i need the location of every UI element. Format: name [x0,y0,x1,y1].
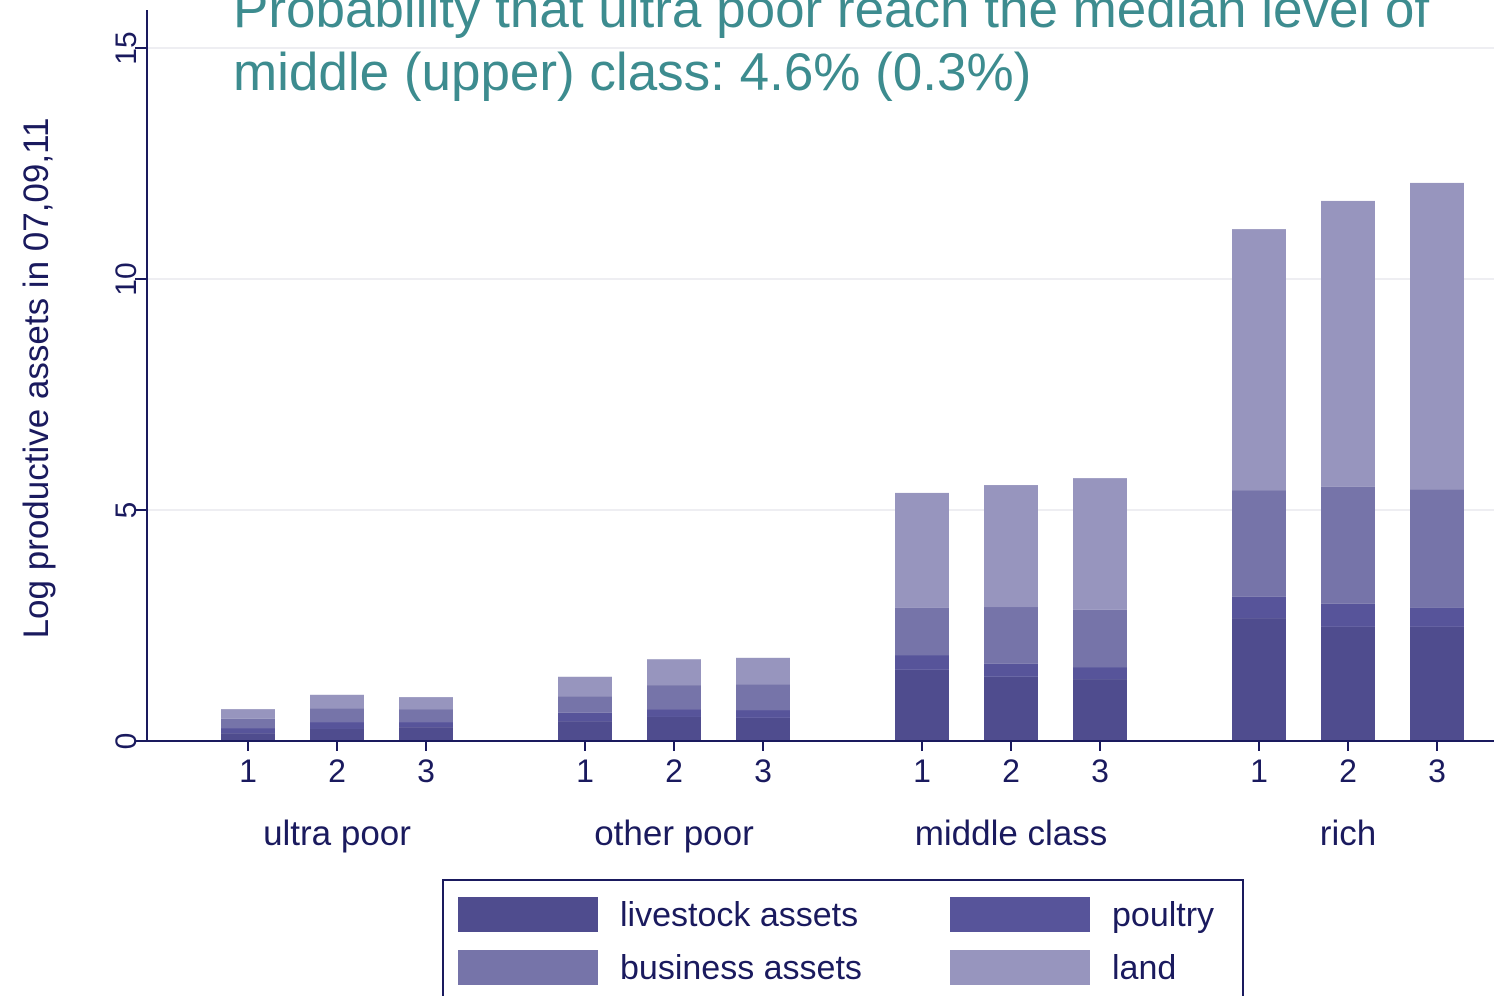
legend-swatch [950,950,1090,985]
chart-title: Probability that ultra poor reach the me… [233,0,1430,102]
bar-segment [1232,490,1286,597]
x-tick-label: 2 [328,753,346,789]
bar-segment [1073,478,1127,610]
legend-swatch [950,897,1090,932]
bar-segment [984,676,1038,741]
bar-segment [1232,618,1286,741]
bar-segment [647,709,701,717]
bar-segment [221,733,275,741]
bar-segment [895,607,949,656]
bar-segment [399,697,453,710]
bar-segment [736,684,790,711]
bar-segment [310,722,364,729]
bar-segment [984,663,1038,677]
bar-segment [736,657,790,685]
bar-segment [895,669,949,741]
y-tick-label: 15 [110,31,143,64]
bar-segment [558,696,612,713]
bar-segment [984,607,1038,664]
bar-segment [399,709,453,723]
bar-segment [1410,626,1464,741]
bar-segment [1073,679,1127,741]
bar-segment [1321,200,1375,487]
bar-segment [895,492,949,608]
bar-segment [310,694,364,709]
bar-segment [736,710,790,718]
bar-segment [1073,667,1127,680]
x-tick-label: 3 [754,753,772,789]
legend-label: livestock assets [620,896,858,934]
group-label: ultra poor [263,814,411,853]
x-tick-label: 1 [239,753,257,789]
x-tick-label: 1 [913,753,931,789]
group-label: other poor [594,814,754,853]
y-axis-label: Log productive assets in 07,09,11 [17,118,56,639]
bar-segment [895,655,949,670]
bar-segment [736,717,790,741]
bar-segment [1232,229,1286,491]
x-tick-label: 3 [417,753,435,789]
bar-segment [647,716,701,741]
bar-segment [1232,596,1286,619]
x-tick-label: 3 [1428,753,1446,789]
x-tick-label: 2 [665,753,683,789]
x-tick-label: 3 [1091,753,1109,789]
bar-segment [310,708,364,723]
legend-label: business assets [620,949,862,987]
group-label: middle class [915,814,1108,853]
bar-segment [221,728,275,734]
bar-segment [1410,607,1464,627]
legend-swatch [458,950,598,985]
bar-segment [1321,486,1375,604]
bar-segment [1410,182,1464,490]
group-label: rich [1320,814,1376,853]
y-tick-label: 5 [110,502,143,519]
bar-segment [221,709,275,719]
bar-segment [558,712,612,722]
bar-segment [399,727,453,741]
bar-segment [647,685,701,710]
bar-segment [558,721,612,741]
bar-segment [984,485,1038,608]
y-tick-label: 0 [110,733,143,750]
legend-swatch [458,897,598,932]
bar-segment [1410,489,1464,608]
bar-segment [1073,609,1127,668]
bar-segment [1321,626,1375,741]
y-tick-label: 10 [110,262,143,295]
bar-segment [647,659,701,686]
bar-segment [558,676,612,697]
bar-segment [1321,603,1375,627]
x-tick-label: 2 [1339,753,1357,789]
legend-label: poultry [1112,896,1214,934]
legend-label: land [1112,949,1176,987]
bar-segment [399,722,453,728]
bar-segment [310,728,364,741]
bar-segment [221,718,275,729]
x-tick-label: 1 [576,753,594,789]
x-tick-label: 2 [1002,753,1020,789]
x-tick-label: 1 [1250,753,1268,789]
